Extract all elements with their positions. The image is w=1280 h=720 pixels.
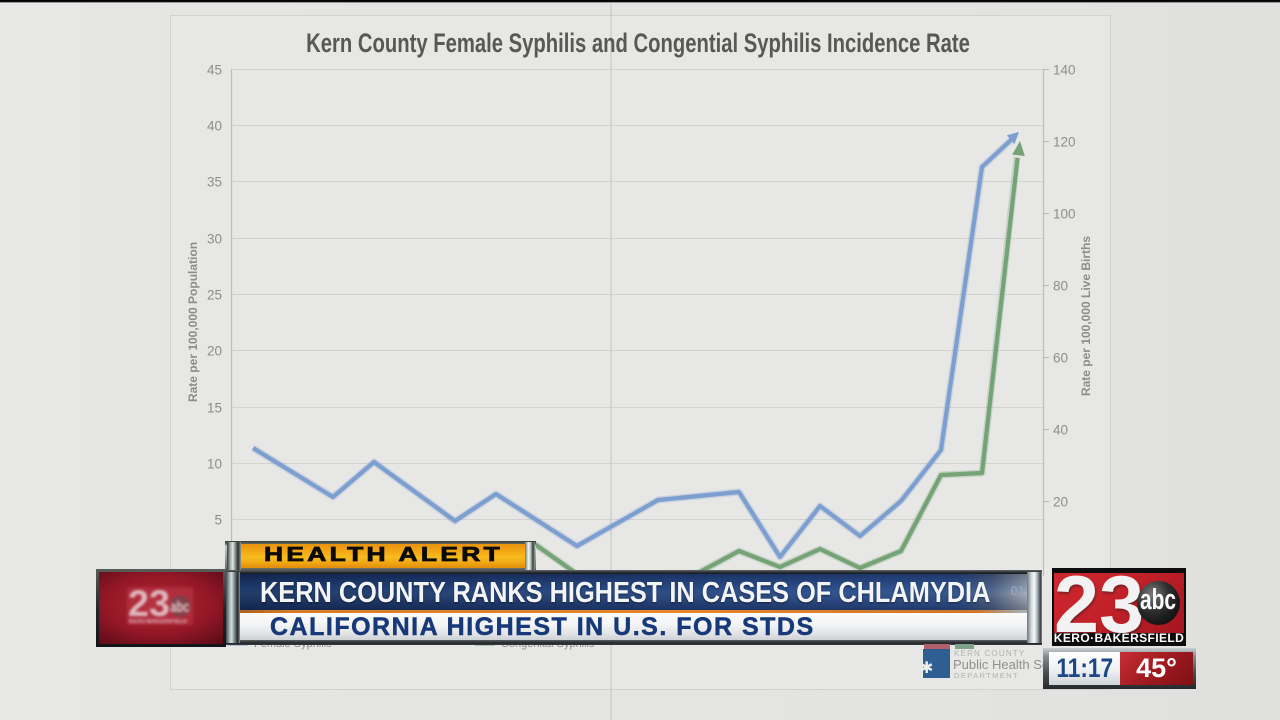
svg-text:20: 20	[207, 344, 222, 359]
svg-text:20: 20	[1053, 495, 1068, 510]
svg-text:5: 5	[214, 513, 222, 528]
svg-text:40: 40	[207, 119, 222, 134]
svg-text:23: 23	[128, 587, 170, 624]
svg-text:45: 45	[207, 63, 222, 78]
svg-text:Rate per 100,000 Population: Rate per 100,000 Population	[186, 242, 200, 402]
svg-text:15: 15	[207, 401, 222, 416]
svg-text:100: 100	[1053, 207, 1076, 222]
svg-text:Kern County Female Syphilis an: Kern County Female Syphilis and Congenti…	[306, 28, 970, 59]
svg-text:KERO-BAKERSFIELD: KERO-BAKERSFIELD	[129, 619, 188, 625]
svg-text:80: 80	[1053, 279, 1068, 294]
svg-text:40: 40	[1053, 423, 1068, 438]
svg-text:10: 10	[207, 457, 222, 472]
svg-text:Rate per 100,000 Live Births: Rate per 100,000 Live Births	[1079, 236, 1093, 396]
svg-text:abc: abc	[171, 599, 190, 616]
svg-text:30: 30	[207, 232, 222, 247]
svg-text:140: 140	[1053, 63, 1076, 78]
svg-text:35: 35	[207, 175, 222, 190]
svg-text:25: 25	[207, 288, 222, 303]
svg-text:60: 60	[1053, 351, 1068, 366]
svg-text:120: 120	[1053, 135, 1076, 150]
